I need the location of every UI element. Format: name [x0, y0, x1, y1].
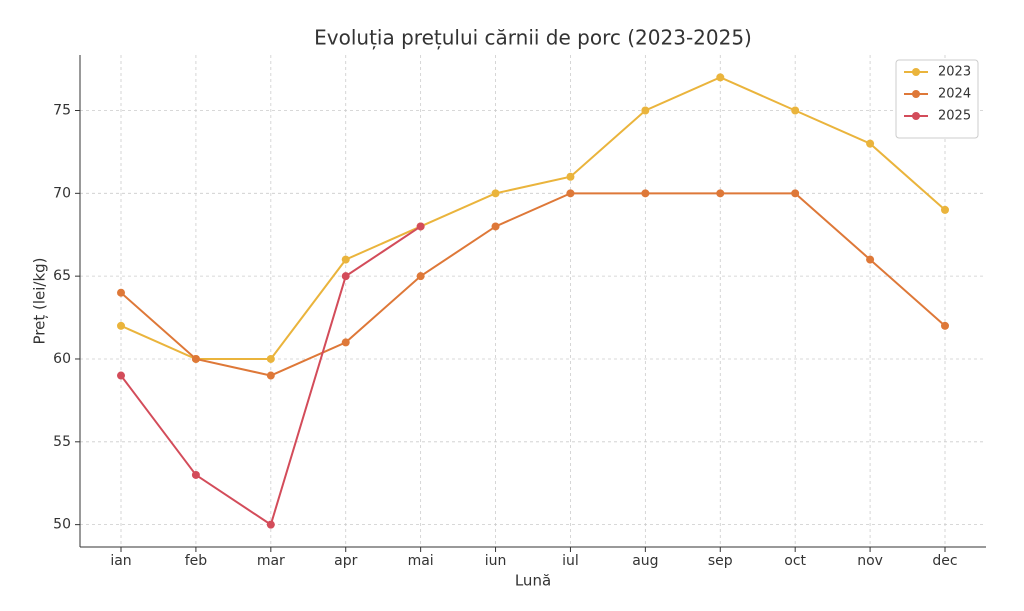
data-point	[566, 172, 575, 181]
x-tick-label: nov	[857, 553, 883, 569]
data-point	[641, 189, 650, 198]
y-tick-label: 60	[53, 351, 71, 367]
series-line	[120, 76, 946, 360]
data-point	[491, 189, 500, 198]
legend-label: 2023	[938, 65, 971, 80]
data-point	[566, 189, 575, 198]
data-point	[117, 288, 125, 297]
x-tick-label: iul	[562, 553, 579, 569]
data-point	[266, 520, 275, 529]
legend-label: 2025	[938, 109, 971, 124]
y-tick-label: 75	[53, 102, 71, 118]
data-point	[641, 106, 650, 115]
x-axis-label: Lună	[515, 572, 551, 590]
y-tick-label: 50	[53, 517, 71, 533]
data-point	[866, 139, 875, 148]
legend-marker	[912, 68, 920, 76]
data-point	[341, 272, 350, 281]
data-point	[716, 189, 725, 198]
y-tick-label: 65	[53, 268, 71, 284]
data-point	[117, 321, 125, 330]
x-tick-label: feb	[185, 553, 208, 569]
legend-marker	[912, 90, 920, 98]
x-tick-label: mar	[257, 553, 285, 569]
x-tick-label: dec	[932, 553, 957, 569]
data-point	[491, 222, 500, 231]
y-axis-label: Preț (lei/kg)	[31, 257, 49, 344]
data-point	[117, 371, 125, 380]
data-point	[341, 338, 350, 347]
x-tick-label: aug	[632, 553, 658, 569]
data-point	[416, 272, 425, 281]
legend-marker	[912, 112, 920, 120]
data-point	[266, 371, 275, 380]
data-point	[791, 189, 800, 198]
data-point	[791, 106, 800, 115]
data-point	[266, 354, 275, 363]
data-point	[941, 321, 949, 330]
y-tick-label: 55	[53, 434, 71, 450]
data-point	[416, 222, 425, 231]
x-tick-label: iun	[485, 553, 507, 569]
legend-label: 2024	[938, 87, 971, 102]
data-point	[341, 255, 350, 264]
data-point	[866, 255, 875, 264]
x-tick-label: ian	[110, 553, 131, 569]
x-tick-label: oct	[784, 553, 806, 569]
x-tick-label: mai	[408, 553, 434, 569]
data-point	[191, 354, 200, 363]
y-tick-label: 70	[53, 185, 71, 201]
x-tick-label: sep	[708, 553, 733, 569]
data-point	[941, 205, 949, 214]
chart-title: Evoluția prețului cărnii de porc (2023-2…	[314, 26, 752, 50]
x-tick-label: apr	[334, 553, 357, 569]
data-point	[716, 73, 725, 82]
legend: 2023 2024 2025	[895, 59, 979, 139]
series-line	[120, 192, 946, 377]
data-point	[191, 470, 200, 479]
